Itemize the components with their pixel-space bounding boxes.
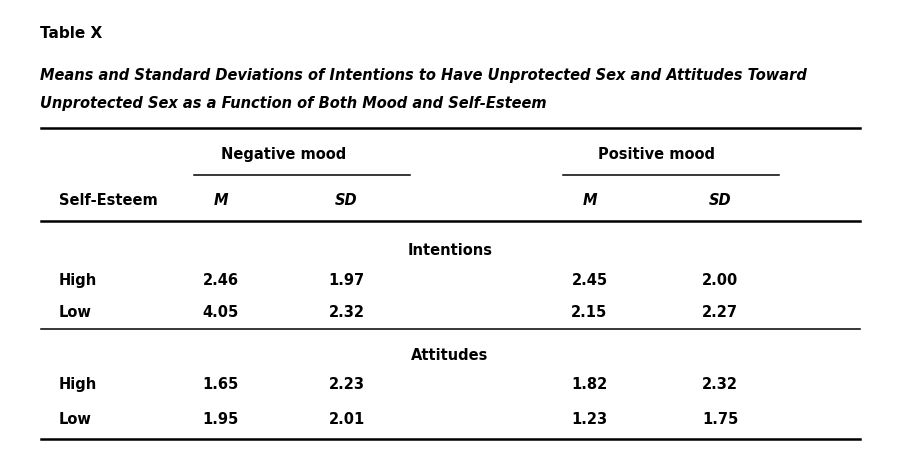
- Text: Table X: Table X: [40, 26, 103, 41]
- Text: Negative mood: Negative mood: [220, 147, 346, 162]
- Text: Intentions: Intentions: [408, 243, 492, 258]
- Text: M: M: [213, 193, 228, 208]
- Text: 2.32: 2.32: [328, 305, 364, 320]
- Text: High: High: [58, 377, 97, 392]
- Text: Means and Standard Deviations of Intentions to Have Unprotected Sex and Attitude: Means and Standard Deviations of Intenti…: [40, 68, 807, 82]
- Text: Positive mood: Positive mood: [598, 147, 716, 162]
- Text: SD: SD: [335, 193, 358, 208]
- Text: Low: Low: [58, 412, 92, 427]
- Text: SD: SD: [708, 193, 732, 208]
- Text: 4.05: 4.05: [202, 305, 238, 320]
- Text: Unprotected Sex as a Function of Both Mood and Self-Esteem: Unprotected Sex as a Function of Both Mo…: [40, 96, 547, 110]
- Text: 1.82: 1.82: [572, 377, 608, 392]
- Text: 1.97: 1.97: [328, 273, 364, 288]
- Text: 2.23: 2.23: [328, 377, 364, 392]
- Text: Low: Low: [58, 305, 92, 320]
- Text: 2.46: 2.46: [202, 273, 238, 288]
- Text: 2.27: 2.27: [702, 305, 738, 320]
- Text: M: M: [582, 193, 597, 208]
- Text: 2.32: 2.32: [702, 377, 738, 392]
- Text: Attitudes: Attitudes: [411, 348, 489, 363]
- Text: High: High: [58, 273, 97, 288]
- Text: 1.95: 1.95: [202, 412, 238, 427]
- Text: 2.00: 2.00: [702, 273, 738, 288]
- Text: 1.65: 1.65: [202, 377, 238, 392]
- Text: 2.15: 2.15: [572, 305, 608, 320]
- Text: 1.75: 1.75: [702, 412, 738, 427]
- Text: 1.23: 1.23: [572, 412, 608, 427]
- Text: 2.01: 2.01: [328, 412, 364, 427]
- Text: Self-Esteem: Self-Esteem: [58, 193, 158, 208]
- Text: 2.45: 2.45: [572, 273, 608, 288]
